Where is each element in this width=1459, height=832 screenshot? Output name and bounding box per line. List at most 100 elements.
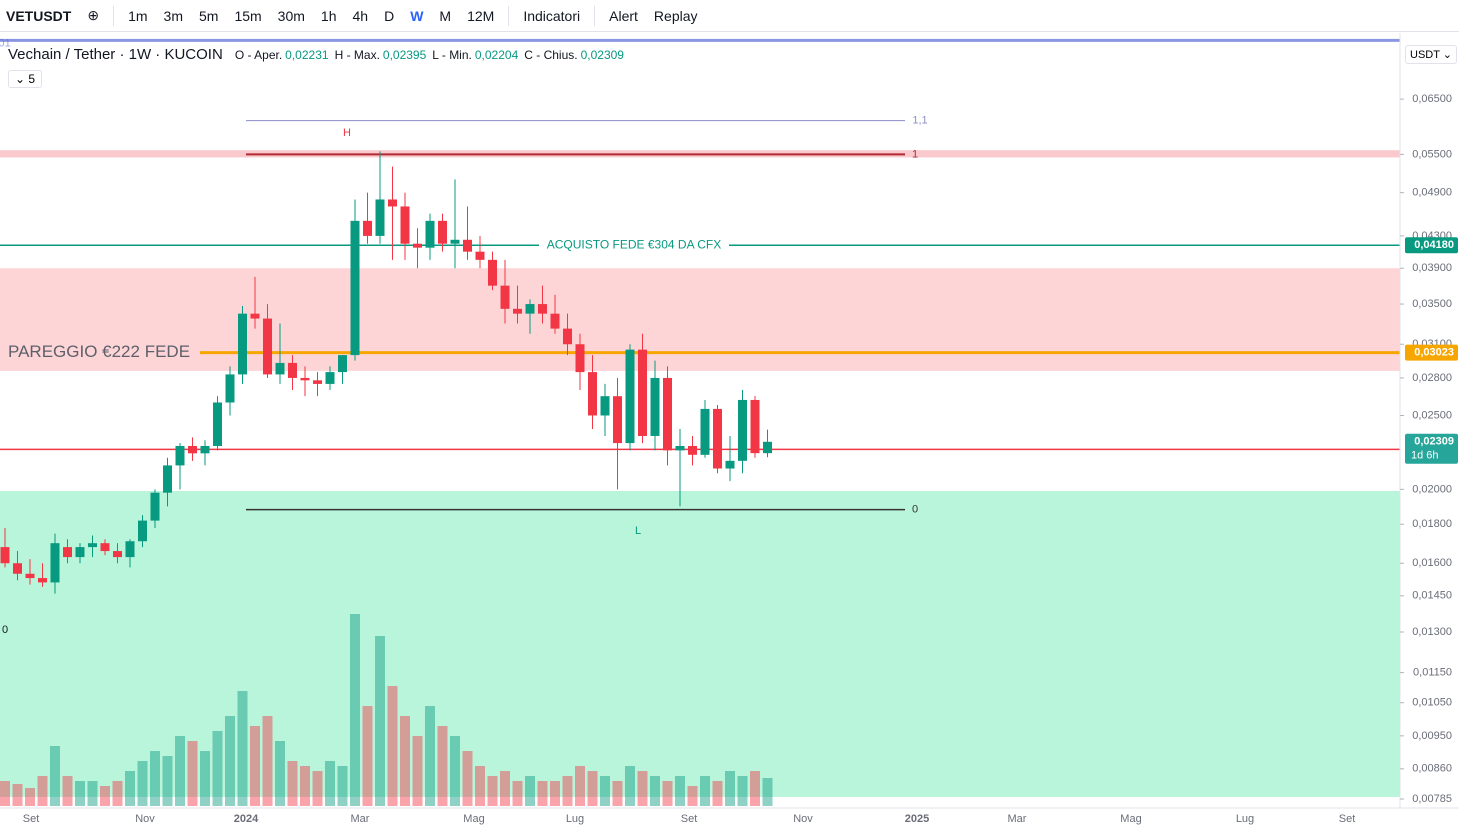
volume-bar: [500, 771, 510, 806]
interval[interactable]: 15m: [234, 7, 262, 24]
candle-body: [625, 349, 635, 444]
currency-select[interactable]: USDT ⌄: [1405, 45, 1458, 64]
volume-bar: [287, 761, 298, 806]
volume-bar: [537, 781, 548, 806]
volume-bar: [637, 771, 648, 806]
level-label: ACQUISTO FEDE €304 DA CFX: [547, 237, 722, 251]
volume-bar: [325, 761, 335, 806]
x-tick-label: Lug: [566, 813, 584, 825]
price-badge: [1405, 237, 1458, 254]
candle-body: [563, 328, 572, 345]
volume-bar: [337, 766, 348, 806]
volume-bar: [225, 716, 235, 806]
volume-bar: [0, 781, 10, 806]
x-tick-label: Mag: [463, 813, 484, 825]
collapse-button[interactable]: ⌄ 5: [8, 70, 43, 88]
candle-body: [500, 285, 510, 309]
interval[interactable]: W: [410, 7, 424, 24]
volume-bar: [75, 781, 85, 806]
alert[interactable]: Alert: [609, 7, 638, 24]
x-tick-label: Lug: [1236, 813, 1254, 825]
candle-body: [425, 220, 435, 248]
x-tick-label: 2024: [234, 813, 259, 825]
ohlc-key: H - Max.: [334, 47, 380, 62]
volume-bar: [725, 771, 735, 806]
y-tick-label: 0,01150: [1413, 666, 1452, 678]
volume-bar: [625, 766, 635, 806]
interval[interactable]: 5m: [198, 7, 219, 24]
volume-bar: [700, 776, 710, 806]
candle-body: [513, 308, 522, 314]
volume-bar: [412, 736, 423, 806]
candle-body: [763, 441, 772, 454]
x-tick-label: Mar: [1008, 813, 1027, 825]
interval[interactable]: D: [384, 7, 395, 24]
candle-body: [88, 543, 97, 548]
y-tick-label: 0,02000: [1412, 483, 1452, 495]
level-label: 1,01: [0, 37, 11, 49]
sep: [508, 5, 510, 26]
y-tick-label: 0,00950: [1412, 730, 1452, 742]
candle-body: [400, 206, 410, 244]
volume-bar: [50, 746, 60, 806]
interval[interactable]: 1h: [320, 7, 337, 24]
candle-body: [663, 377, 672, 451]
interval[interactable]: 4h: [352, 7, 369, 24]
candle-body: [100, 543, 110, 552]
volume-bar: [37, 776, 48, 806]
candle-body: [163, 465, 172, 493]
interval[interactable]: M: [439, 7, 452, 24]
candle-body: [0, 547, 10, 564]
volume-bar: [137, 761, 148, 806]
volume-bar: [650, 776, 660, 806]
volume-bar: [125, 771, 135, 806]
interval[interactable]: 12M: [467, 7, 495, 24]
volume-bar: [275, 741, 285, 806]
candle-body: [150, 492, 160, 521]
pivot-label: L: [635, 525, 641, 537]
y-tick-label: 0,01300: [1412, 626, 1452, 638]
sep: [113, 5, 115, 26]
candle-body: [488, 259, 497, 286]
volume-bar: [387, 686, 398, 806]
price-axis: [1400, 33, 1459, 832]
volume-bar: [100, 786, 110, 806]
candle-body: [738, 399, 747, 461]
add-symbol[interactable]: ⊕: [87, 7, 100, 23]
volume-bar: [437, 726, 448, 806]
ohlc-key: C - Chius.: [524, 47, 578, 62]
candle-body: [463, 239, 472, 252]
pivot-label: H: [343, 127, 351, 139]
candle-body: [225, 374, 235, 403]
candle-body: [375, 199, 385, 236]
candle-body: [288, 362, 297, 378]
price-badge-label: 0,04180: [1414, 239, 1454, 251]
volume-bar: [350, 614, 360, 806]
symbol[interactable]: VETUSDT: [6, 7, 72, 24]
y-tick-label: 0,06500: [1412, 93, 1452, 105]
x-tick-label: Nov: [135, 813, 155, 825]
y-tick-label: 0,00860: [1412, 763, 1452, 775]
volume-bar: [512, 781, 523, 806]
volume-bar: [362, 706, 373, 806]
level-label: 0: [912, 504, 918, 516]
candle-body: [575, 344, 585, 373]
volume-bar: [587, 771, 598, 806]
volume-bar: [475, 766, 485, 806]
candle-body: [113, 551, 122, 558]
candle-body: [313, 380, 322, 384]
candle-body: [350, 220, 360, 356]
replay[interactable]: Replay: [653, 7, 698, 24]
ohlc-value: 0,02204: [474, 47, 519, 62]
volume-bar: [450, 736, 460, 806]
indicators[interactable]: Indicatori: [523, 7, 581, 24]
interval[interactable]: 3m: [163, 7, 183, 24]
volume-bar: [262, 716, 273, 806]
collapse-count: 5: [28, 72, 36, 86]
y-tick-label: 0,02500: [1412, 409, 1452, 421]
candle-body: [13, 563, 22, 574]
level-label: 1: [912, 148, 918, 160]
interval[interactable]: 1m: [128, 7, 148, 24]
interval[interactable]: 30m: [277, 7, 305, 24]
y-tick-label: 0,03500: [1412, 298, 1452, 310]
